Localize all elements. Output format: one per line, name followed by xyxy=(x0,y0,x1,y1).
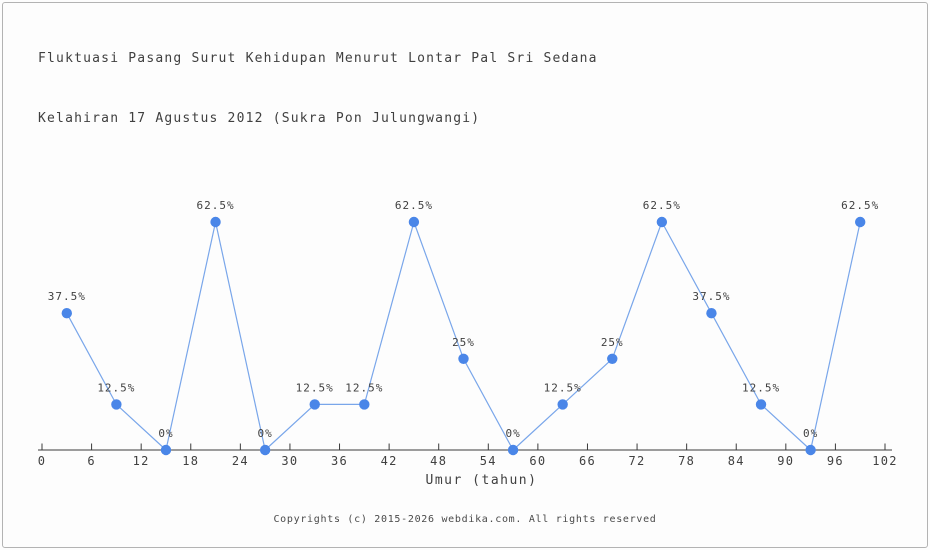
x-axis-tick-label: 84 xyxy=(728,454,745,468)
x-axis-tick-label: 54 xyxy=(480,454,497,468)
x-axis-tick-label: 96 xyxy=(827,454,844,468)
x-axis-tick-label: 72 xyxy=(629,454,646,468)
data-point-label: 12.5% xyxy=(296,381,334,394)
x-axis-tick-label: 0 xyxy=(38,454,47,468)
data-point-label: 0% xyxy=(258,427,273,440)
x-axis-tick-label: 48 xyxy=(430,454,447,468)
data-point-marker xyxy=(607,353,618,364)
data-point-marker xyxy=(160,444,172,456)
data-point-marker xyxy=(309,399,320,410)
data-point-marker xyxy=(259,444,271,456)
x-axis-tick-label: 36 xyxy=(331,454,348,468)
data-point-label: 12.5% xyxy=(544,381,582,394)
data-point-marker xyxy=(855,216,866,228)
data-point-label: 12.5% xyxy=(742,381,780,394)
data-point-label: 62.5% xyxy=(643,199,681,212)
x-axis-tick-label: 66 xyxy=(579,454,596,468)
data-point-marker xyxy=(458,353,469,364)
data-point-marker xyxy=(507,444,519,456)
x-axis-tick-label: 30 xyxy=(281,454,298,468)
data-point-label: 0% xyxy=(803,427,818,440)
chart-title-line1: Fluktuasi Pasang Surut Kehidupan Menurut… xyxy=(38,51,598,66)
copyright-text: Copyrights (c) 2015-2026 webdika.com. Al… xyxy=(273,514,657,525)
data-point-label: 62.5% xyxy=(395,199,433,212)
x-axis-tick-label: 78 xyxy=(678,454,695,468)
x-axis-tick-label: 90 xyxy=(777,454,794,468)
chart-title: Fluktuasi Pasang Surut Kehidupan Menurut… xyxy=(38,9,598,149)
data-point-marker xyxy=(210,216,221,228)
data-point-label: 37.5% xyxy=(692,290,730,303)
data-point-label: 0% xyxy=(158,427,173,440)
data-point-marker xyxy=(656,216,668,228)
data-point-marker xyxy=(805,444,816,456)
data-point-label: 25% xyxy=(601,336,624,349)
data-point-label: 37.5% xyxy=(48,290,86,303)
data-point-marker xyxy=(61,308,72,319)
chart-title-line2: Kelahiran 17 Agustus 2012 (Sukra Pon Jul… xyxy=(38,111,481,126)
x-axis-tick-label: 24 xyxy=(232,454,249,468)
data-point-marker xyxy=(755,399,767,410)
data-point-label: 12.5% xyxy=(97,381,135,394)
x-axis-title: Umur (tahun) xyxy=(425,473,538,488)
data-point-label: 62.5% xyxy=(196,199,234,212)
data-point-label: 0% xyxy=(505,427,520,440)
x-axis-tick-label: 12 xyxy=(133,454,150,468)
x-axis-tick-label: 6 xyxy=(87,454,96,468)
data-point-marker xyxy=(408,216,420,228)
x-axis-tick-label: 18 xyxy=(182,454,199,468)
x-axis-tick-label: 42 xyxy=(381,454,398,468)
data-point-marker xyxy=(359,399,370,410)
x-axis-tick-label: 60 xyxy=(529,454,546,468)
data-point-marker xyxy=(557,399,568,410)
x-axis-tick-label: 102 xyxy=(872,454,898,468)
data-point-marker xyxy=(706,308,717,319)
data-point-label: 25% xyxy=(452,336,475,349)
data-point-label: 12.5% xyxy=(345,381,383,394)
data-point-marker xyxy=(111,399,122,410)
data-point-label: 62.5% xyxy=(841,199,879,212)
